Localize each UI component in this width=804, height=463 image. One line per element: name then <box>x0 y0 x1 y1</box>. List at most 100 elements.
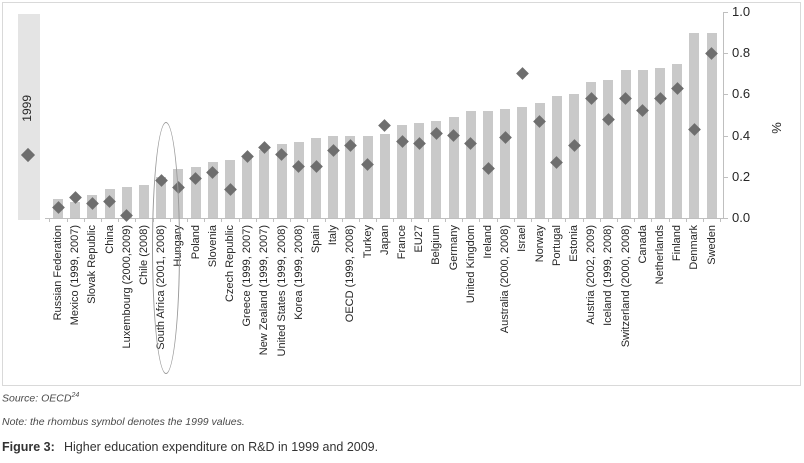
category-tick <box>187 218 188 222</box>
category-tick <box>599 218 601 222</box>
bar-2009 <box>465 110 476 218</box>
category-tick <box>496 218 498 222</box>
category-label: Chile (2008) <box>138 225 150 285</box>
category-tick <box>255 218 257 222</box>
category-tick <box>359 218 360 222</box>
category-label: Austria (2002, 2009) <box>585 225 598 325</box>
category-tick <box>582 218 584 222</box>
category-tick <box>393 218 395 222</box>
chart-frame <box>2 2 801 386</box>
bar-2009 <box>259 150 270 218</box>
bar-2009 <box>207 162 218 218</box>
bar-2009 <box>637 69 648 218</box>
category-label: Iceland (1999, 2008) <box>602 225 615 326</box>
figure-number-label: Figure 3: <box>2 440 55 454</box>
category-label: United States (1999, 2008) <box>275 225 288 357</box>
south-africa-highlight-ellipse <box>152 122 180 374</box>
bar-2009 <box>620 69 631 218</box>
category-label: Slovak Republic <box>86 225 99 304</box>
y-tick-label: 0.0 <box>732 210 751 225</box>
bar-2009 <box>534 102 545 218</box>
category-tick <box>307 218 309 222</box>
category-label: Mexico (1999, 2007) <box>69 225 82 326</box>
source-superscript: 24 <box>71 392 80 399</box>
category-tick <box>290 218 292 222</box>
category-label: Luxembourg (2000,2009) <box>120 225 133 349</box>
y-tick-mark <box>723 53 728 55</box>
y-tick-label: 0.4 <box>732 127 751 143</box>
bar-2009 <box>242 158 253 218</box>
bar-2009 <box>414 123 425 218</box>
category-label: Greece (1999, 2007) <box>241 225 254 327</box>
category-label: Estonia <box>568 225 580 262</box>
category-label: Denmark <box>688 225 701 270</box>
bar-2009 <box>379 133 390 218</box>
bar-2009 <box>586 82 597 218</box>
category-label: Portugal <box>550 225 563 266</box>
category-label: EU27 <box>413 225 426 253</box>
category-label: Australia (2000, 2008) <box>499 225 512 334</box>
bar-2009 <box>500 108 511 218</box>
figure-caption: Higher education expenditure on R&D in 1… <box>64 440 379 454</box>
category-tick <box>376 218 378 222</box>
bar-2009 <box>706 32 717 218</box>
category-label: Ireland <box>482 225 494 259</box>
category-label: New Zealand (1999, 2007) <box>258 225 271 356</box>
y-tick-label: 0.8 <box>732 45 751 61</box>
bar-2009 <box>655 67 665 218</box>
bar-2009 <box>311 137 321 218</box>
bar-2009 <box>569 94 579 218</box>
category-tick <box>685 218 687 222</box>
category-tick <box>651 218 653 222</box>
y-tick-label: 0.2 <box>732 168 751 184</box>
category-label: Korea (1999, 2008) <box>292 225 305 320</box>
bar-2009 <box>276 143 287 218</box>
category-label: France <box>396 225 408 260</box>
x-axis-line <box>45 218 727 219</box>
category-tick <box>135 218 137 222</box>
category-label: Turkey <box>361 225 374 259</box>
category-label: OECD (1999, 2008) <box>344 225 357 323</box>
category-tick <box>238 218 240 222</box>
bar-2009 <box>397 125 407 218</box>
category-tick <box>703 218 704 222</box>
legend-box <box>18 14 40 220</box>
y-tick-mark <box>723 176 728 178</box>
category-label: Czech Republic <box>224 225 236 303</box>
y-tick-label: 0.6 <box>732 86 751 102</box>
category-label: Germany <box>447 225 460 271</box>
bar-2009 <box>448 117 459 218</box>
category-tick <box>548 218 550 222</box>
bar-2009 <box>328 135 339 218</box>
category-tick <box>101 218 102 222</box>
category-label: Netherlands <box>654 225 666 285</box>
bar-2009 <box>431 121 442 218</box>
bar-2009 <box>362 135 373 218</box>
bar-2009 <box>70 201 81 218</box>
category-tick <box>462 218 464 222</box>
category-label: United Kingdom <box>464 225 477 304</box>
category-label: Israel <box>516 225 529 252</box>
source-line: Source: OECD24 <box>2 392 79 405</box>
y-axis-title: % <box>769 122 784 134</box>
category-label: Slovenia <box>206 225 219 268</box>
category-tick <box>341 218 343 222</box>
category-tick <box>634 218 636 222</box>
category-tick <box>66 218 68 222</box>
category-tick <box>513 218 515 222</box>
category-tick <box>668 218 670 222</box>
category-tick <box>617 218 618 222</box>
bar-2009 <box>603 79 614 218</box>
y-axis-line <box>723 12 724 218</box>
category-label: Switzerland (2000, 2008) <box>619 225 632 348</box>
category-tick <box>531 218 532 222</box>
bar-2009 <box>190 166 201 218</box>
category-label: Poland <box>189 225 202 260</box>
y-tick-label: 1.0 <box>732 4 751 19</box>
bar-2009 <box>517 106 528 218</box>
y-tick-mark <box>723 12 728 13</box>
bar-2009 <box>121 187 132 218</box>
category-label: Sweden <box>705 225 718 265</box>
category-label: Canada <box>636 225 649 264</box>
